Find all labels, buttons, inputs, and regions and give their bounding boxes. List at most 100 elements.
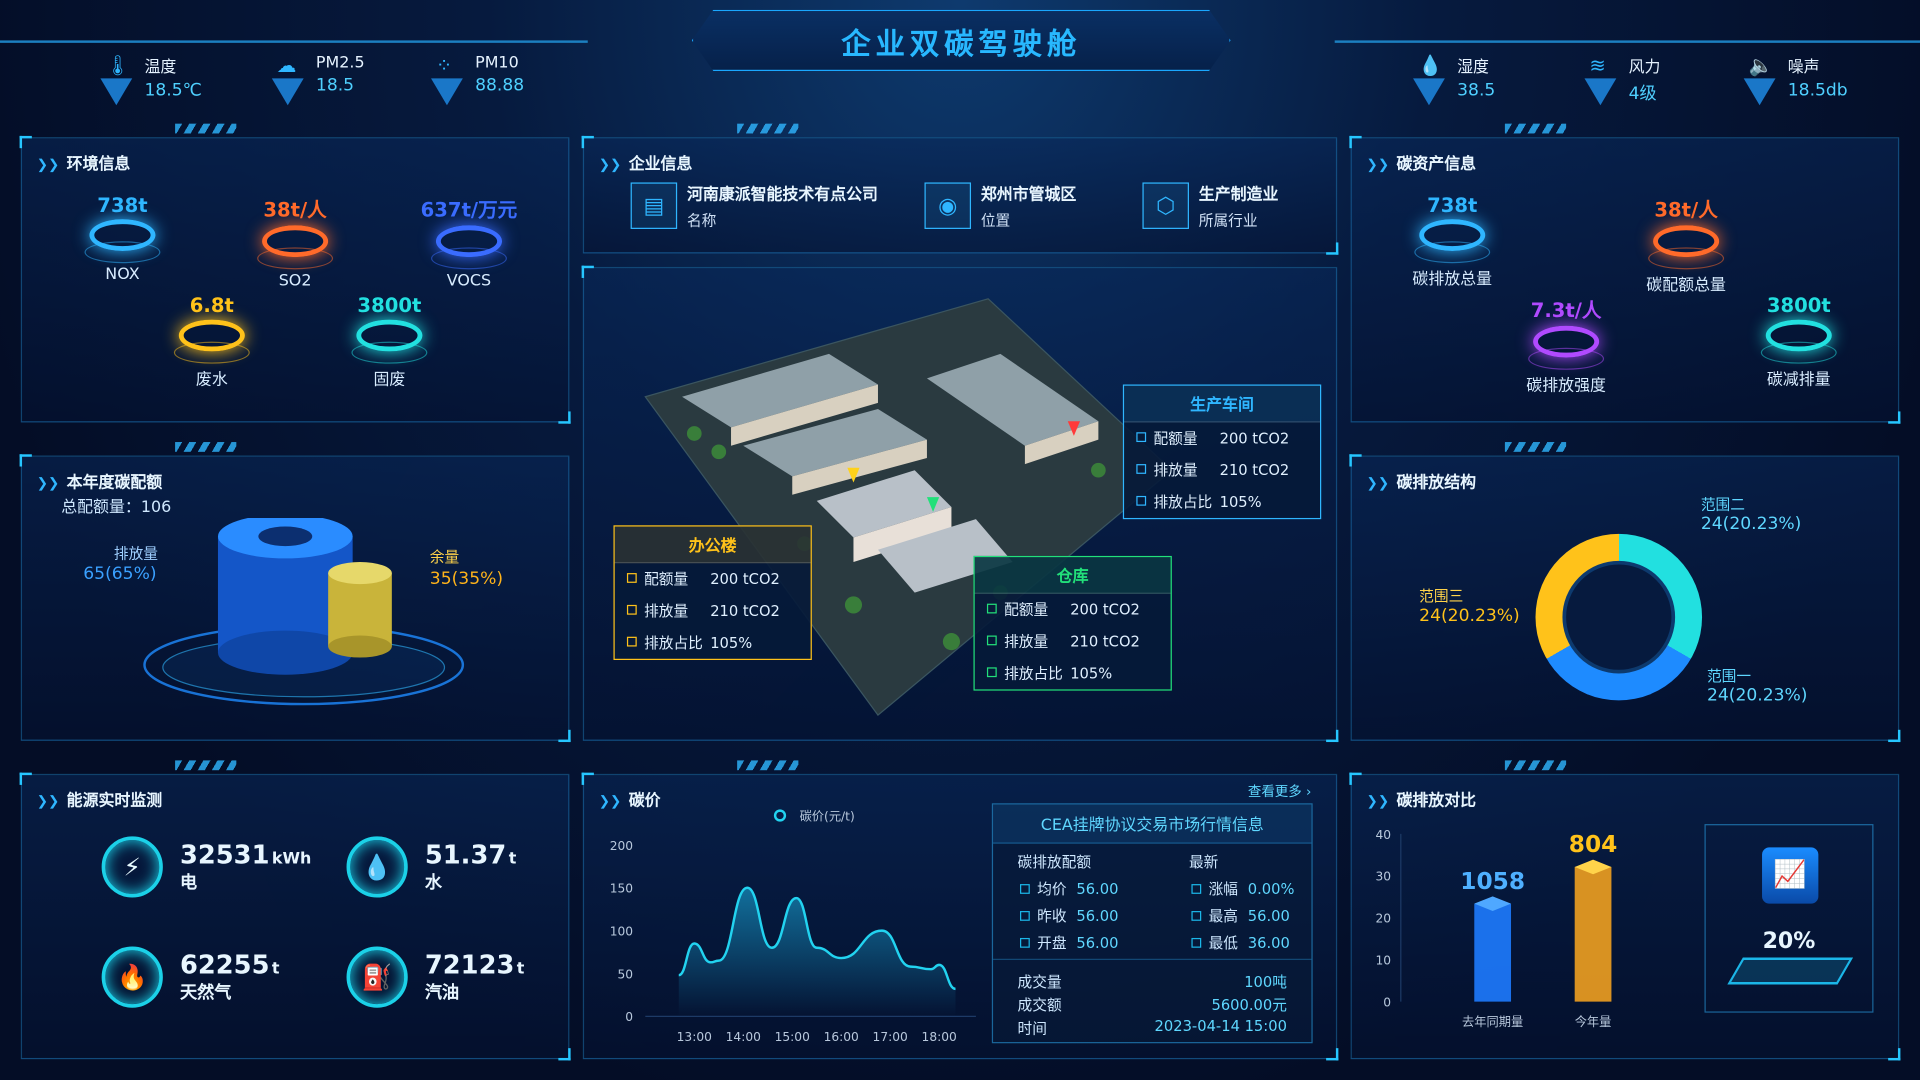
header-line-left bbox=[0, 40, 588, 43]
bar-1 bbox=[1474, 903, 1512, 1002]
company-info-item: ⬡ 生产制造业 所属行业 bbox=[1142, 181, 1278, 230]
panel-title: 能源实时监测 bbox=[66, 792, 163, 811]
metric-ring: 3800t 固废 bbox=[322, 294, 457, 389]
x-tick-label: 16:00 bbox=[824, 1030, 859, 1044]
energy-panel: ❯❯ 能源实时监测 ⚡ 32531 kWh 电 💧 51.37 t 水 🔥 62255 t 天然气 ⛽ 72… bbox=[19, 760, 571, 1061]
emission-bar-chart: 0 10 20 30 40 1058 去年同期量 804 今年量 bbox=[1375, 828, 1618, 1029]
metric-ring: 738t 碳排放总量 bbox=[1412, 193, 1493, 289]
quota-panel: ❯❯ 本年度碳配额 总配额量：106 排放量 65(65%) 余量 35(35%) bbox=[19, 442, 571, 743]
water-drop-icon: 💧 bbox=[346, 836, 408, 898]
left-value: 35(35%) bbox=[429, 569, 504, 589]
y-tick-label: 0 bbox=[625, 1010, 633, 1024]
weather-thermometer: 🌡 温度 18.5℃ bbox=[98, 54, 202, 108]
donut-label-3: 范围三 24(20.23%) bbox=[1419, 587, 1520, 626]
bar-2 bbox=[1574, 866, 1612, 1002]
x-tick-label: 18:00 bbox=[922, 1030, 957, 1044]
fuel-icon: ⛽ bbox=[346, 946, 408, 1008]
cea-title: CEA挂牌协议交易市场行情信息 bbox=[993, 804, 1312, 844]
x-tick-label: 15:00 bbox=[775, 1030, 810, 1044]
x-category-label: 今年量 bbox=[1575, 1014, 1612, 1029]
page-title: 企业双碳驾驶舱 bbox=[691, 9, 1231, 72]
emission-compare-panel: ❯❯ 碳排放对比 0 10 20 30 40 1058 去年同期量 804 今年量 📈 20% bbox=[1349, 760, 1901, 1061]
x-category-label: 去年同期量 bbox=[1462, 1015, 1523, 1029]
warehouse-tooltip[interactable]: 仓库 配额量 200 tCO2 排放量 210 tCO2 排放占比 105% bbox=[973, 555, 1172, 691]
legend-label: 碳价(元/t) bbox=[800, 809, 855, 823]
humidity-icon: 💧 bbox=[1411, 54, 1448, 108]
cea-right-row: 涨幅 0.00% bbox=[1191, 878, 1294, 899]
quota-3d-pie bbox=[143, 517, 465, 706]
donut-label-1: 范围一 24(20.23%) bbox=[1706, 667, 1808, 706]
company-info-item: ▤ 河南康派智能技术有点公司 名称 bbox=[630, 181, 878, 230]
factory-map-panel: 生产车间 配额量 200 tCO2 排放量 210 tCO2 排放占比 105% 办公楼 配额量… bbox=[581, 265, 1339, 743]
legend-marker bbox=[773, 809, 787, 822]
cea-left-row: 昨收 56.00 bbox=[1020, 905, 1118, 926]
weather-pm10: ⁘ PM10 88.88 bbox=[429, 54, 524, 108]
energy-fuel: ⛽ 72123 t 汽油 bbox=[346, 946, 524, 1008]
total-quota: 总配额量：106 bbox=[61, 498, 172, 517]
bar-value-label: 1058 bbox=[1460, 868, 1525, 895]
trend-chart-icon: 📈 bbox=[1762, 847, 1819, 904]
cea-right-row: 最低 36.00 bbox=[1191, 932, 1290, 953]
weather-wind: ≋ 风力 4级 bbox=[1582, 54, 1660, 108]
cea-left-row: 开盘 56.00 bbox=[1020, 932, 1118, 953]
workshop-tooltip[interactable]: 生产车间 配额量 200 tCO2 排放量 210 tCO2 排放占比 105% bbox=[1122, 384, 1322, 520]
price-line bbox=[678, 886, 956, 991]
cea-left-row: 均价 56.00 bbox=[1020, 878, 1118, 899]
panel-title: 企业信息 bbox=[628, 155, 693, 174]
noise-icon: 🔈 bbox=[1741, 54, 1778, 108]
panel-title: 碳排放结构 bbox=[1396, 473, 1477, 493]
y-tick-label: 50 bbox=[617, 967, 633, 981]
x-tick-label: 13:00 bbox=[677, 1030, 712, 1044]
carbon-assets-panel: ❯❯ 碳资产信息 738t 碳排放总量 38t/人 碳配额总量 7.3t/人 碳排放强度 38… bbox=[1349, 123, 1901, 424]
metric-ring: 738t NOX bbox=[55, 193, 190, 284]
emission-structure-panel: ❯❯ 碳排放结构 范围一 24(20.23%) 范围二 24(20.23%) 范围三 24(… bbox=[1349, 442, 1901, 743]
pm10-icon: ⁘ bbox=[429, 54, 466, 108]
view-more-link[interactable]: 查看更多 › bbox=[1247, 783, 1312, 800]
thermometer-icon: 🌡 bbox=[98, 54, 135, 108]
left-slice bbox=[328, 573, 392, 647]
y-tick-label: 0 bbox=[1383, 996, 1391, 1010]
x-tick-label: 14:00 bbox=[726, 1030, 761, 1044]
metric-ring: 38t/人 SO2 bbox=[228, 193, 363, 290]
flame-icon: 🔥 bbox=[101, 946, 163, 1008]
cube-icon: ⬡ bbox=[1142, 182, 1189, 229]
y-tick-label: 30 bbox=[1375, 870, 1391, 884]
carbon-price-chart: 碳价(元/t) 0 50 100 150 200 13:00 14:00 15:00 16:00 1… bbox=[610, 809, 976, 1044]
y-tick-label: 10 bbox=[1375, 954, 1391, 968]
metric-ring: 3800t 碳减排量 bbox=[1731, 294, 1866, 389]
bar-value-label: 804 bbox=[1569, 831, 1618, 858]
office-tooltip[interactable]: 办公楼 配额量 200 tCO2 排放量 210 tCO2 排放占比 105% bbox=[613, 525, 812, 661]
cea-market-info: CEA挂牌协议交易市场行情信息 碳排放配额 最新 均价 56.00 昨收 56.00 开… bbox=[991, 803, 1313, 1044]
panel-title: 碳排放对比 bbox=[1396, 792, 1477, 811]
used-value: 65(65%) bbox=[83, 564, 157, 585]
energy-water-drop: 💧 51.37 t 水 bbox=[346, 836, 516, 898]
cea-left-head: 碳排放配额 bbox=[1017, 853, 1092, 871]
cea-bottom-row: 成交量 100吨 bbox=[1017, 973, 1287, 991]
cea-right-row: 最高 56.00 bbox=[1191, 905, 1290, 926]
panel-title: 碳资产信息 bbox=[1396, 155, 1477, 174]
cea-right-head: 最新 bbox=[1188, 853, 1219, 871]
header-line-right bbox=[1334, 40, 1920, 43]
panel-title: 环境信息 bbox=[66, 155, 131, 174]
reduction-ratio: 20% bbox=[1762, 928, 1816, 954]
y-tick-label: 40 bbox=[1375, 828, 1391, 842]
energy-flame: 🔥 62255 t 天然气 bbox=[101, 946, 280, 1008]
y-tick-label: 150 bbox=[610, 882, 633, 896]
panel-title: 碳价 bbox=[628, 792, 661, 811]
y-tick-label: 100 bbox=[610, 925, 633, 939]
y-tick-label: 20 bbox=[1375, 912, 1391, 926]
metric-ring: 7.3t/人 碳排放强度 bbox=[1526, 298, 1606, 396]
x-tick-label: 17:00 bbox=[873, 1030, 908, 1044]
env-panel: ❯❯ 环境信息 738t NOX 38t/人 SO2 637t/万元 VOCS 6.8t 废水 3… bbox=[19, 123, 571, 424]
wind-icon: ≋ bbox=[1582, 54, 1619, 108]
weather-humidity: 💧 湿度 38.5 bbox=[1411, 54, 1495, 108]
cea-bottom-row: 成交额 5600.00元 bbox=[1017, 996, 1287, 1014]
cea-bottom-row: 时间 2023-04-14 15:00 bbox=[1017, 1017, 1287, 1038]
panel-title: 本年度碳配额 bbox=[66, 473, 163, 493]
y-tick-label: 200 bbox=[610, 839, 633, 853]
company-info-item: ◉ 郑州市管城区 位置 bbox=[924, 181, 1076, 230]
company-panel: ❯❯ 企业信息 bbox=[581, 123, 1339, 255]
left-label: 余量 bbox=[429, 548, 460, 566]
document-icon: ▤ bbox=[630, 182, 678, 229]
used-label: 排放量 bbox=[113, 544, 158, 563]
